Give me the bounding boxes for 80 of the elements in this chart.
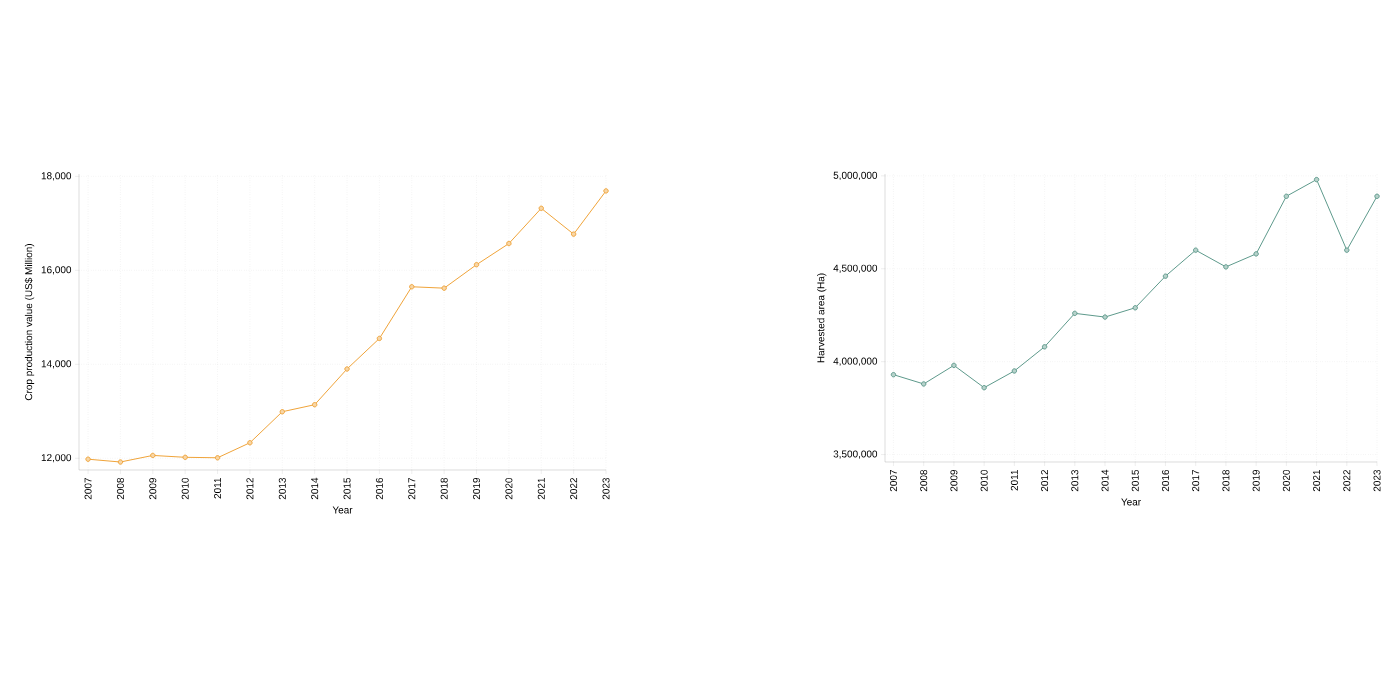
point (920, 381, 927, 387)
x-tick-label: 2007 (84, 478, 92, 500)
x-tick-label: 2018 (1222, 469, 1230, 492)
x-tick-label: 2012 (246, 478, 254, 500)
point (1344, 247, 1350, 253)
x-tick-label: 2018 (440, 477, 448, 500)
point (1072, 310, 1078, 317)
y-tick-label: 4,000,000 (833, 357, 878, 366)
x-tick-label: 2023 (602, 477, 610, 500)
point (1374, 193, 1380, 199)
x-tick-label: 2010 (980, 469, 988, 492)
point (376, 335, 383, 342)
x-tick-label: 2022 (570, 478, 578, 500)
point (311, 401, 318, 408)
x-tick-label: 2012 (1041, 470, 1049, 492)
x-tick-label: 2017 (408, 478, 416, 500)
point (1283, 193, 1290, 199)
x-tick-label: 2020 (1282, 469, 1290, 492)
point (1132, 305, 1138, 311)
point (1253, 251, 1259, 257)
point (1223, 264, 1229, 270)
point (890, 371, 897, 378)
point (570, 231, 577, 237)
y-tick-label: 16,000 (41, 266, 72, 275)
point (182, 454, 188, 461)
y-tick-label: 5,000,000 (833, 171, 878, 180)
x-tick-label: 2016 (1161, 469, 1169, 492)
x-tick-label: 2009 (149, 477, 157, 500)
point (1041, 344, 1048, 350)
y-tick-label: 3,500,000 (833, 450, 878, 459)
x-tick-label: 2014 (311, 477, 319, 500)
x-tick-label: 2011 (214, 478, 222, 499)
x-tick-label: 2019 (1252, 469, 1260, 492)
x-tick-label: 2016 (375, 477, 383, 500)
x-tick-label: 2022 (1343, 470, 1351, 492)
x-tick-label: 2015 (1131, 469, 1139, 492)
x-tick-label: 2013 (1071, 469, 1079, 492)
y-axis-title: Crop production value (US$ Million) (24, 244, 35, 401)
point (1192, 247, 1199, 253)
point (117, 459, 124, 465)
x-tick-label: 2014 (1101, 469, 1109, 492)
x-tick-label: 2019 (473, 477, 481, 500)
point (1011, 368, 1018, 374)
point (1162, 273, 1169, 279)
point (344, 366, 350, 372)
point (1102, 314, 1108, 320)
y-tick-label: 18,000 (41, 172, 72, 181)
x-tick-label: 2011 (1010, 470, 1018, 491)
x-tick-label: 2023 (1373, 469, 1381, 492)
point (506, 240, 512, 247)
x-tick-label: 2008 (920, 469, 928, 492)
point (603, 188, 609, 194)
point (279, 409, 285, 415)
y-tick-label: 4,500,000 (833, 264, 878, 273)
point (85, 456, 91, 462)
x-tick-label: 2015 (343, 477, 351, 500)
point (473, 261, 480, 268)
point (247, 440, 253, 446)
point (951, 362, 957, 369)
point (150, 452, 156, 459)
point (441, 285, 447, 291)
x-tick-label: 2017 (1192, 470, 1200, 492)
x-axis-title: Year (1121, 498, 1141, 506)
y-tick-label: 14,000 (41, 360, 72, 369)
point (981, 384, 987, 391)
x-tick-label: 2010 (181, 477, 189, 500)
x-tick-label: 2013 (278, 477, 286, 500)
x-tick-label: 2020 (505, 477, 513, 500)
x-tick-label: 2009 (950, 469, 958, 492)
y-axis-title: Harvested area (Ha) (817, 273, 827, 363)
point (214, 455, 221, 461)
point (1313, 176, 1320, 183)
x-tick-label: 2007 (889, 470, 897, 492)
x-axis-title: Year (332, 506, 353, 514)
point (538, 205, 544, 211)
x-tick-label: 2008 (116, 477, 124, 500)
y-tick-label: 12,000 (41, 454, 72, 463)
point (409, 284, 415, 290)
x-tick-label: 2021 (1313, 470, 1321, 492)
x-tick-label: 2021 (537, 478, 545, 500)
